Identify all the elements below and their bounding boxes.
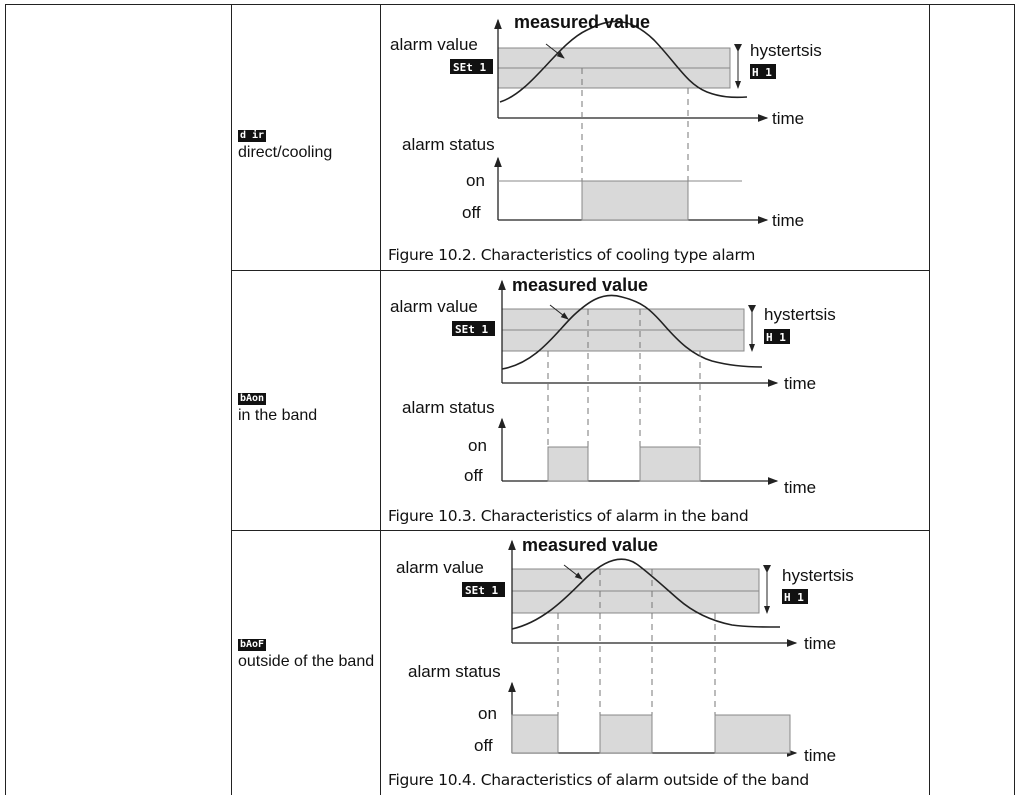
alarm-status-label: alarm status	[402, 398, 495, 417]
lcd-set1: SEt 1	[453, 61, 486, 74]
lcd-h1-bg	[750, 64, 776, 79]
lcd-set1-bg	[462, 582, 505, 597]
row-divider-2	[231, 530, 930, 531]
time-label-top: time	[784, 374, 816, 393]
time-label-bottom: time	[772, 211, 804, 230]
pointer-arrow	[545, 43, 565, 59]
alarm-on-pulse-1	[547, 446, 589, 482]
off-label: off	[464, 466, 483, 485]
lcd-h1: H 1	[766, 331, 786, 344]
lcd-set1: SEt 1	[465, 584, 498, 597]
on-label: on	[468, 436, 487, 455]
mode-label-outside-band: outside of the band	[238, 653, 375, 670]
time-label-top: time	[772, 109, 804, 128]
table-border-left	[5, 4, 6, 795]
title-measured-value: measured value	[514, 12, 650, 32]
caption-figure-10-4: Figure 10.4. Characteristics of alarm ou…	[388, 771, 809, 789]
alarm-status-label: alarm status	[408, 662, 501, 681]
lcd-h1: H 1	[752, 66, 772, 79]
on-label: on	[478, 704, 497, 723]
alarm-on-pulse-3	[714, 714, 791, 754]
pointer-arrow	[549, 304, 569, 320]
measured-value-curve	[511, 558, 781, 630]
table-column-divider-1	[231, 4, 232, 795]
time-label-bottom: time	[804, 746, 836, 765]
on-label: on	[466, 171, 485, 190]
row-label-direct: d ir direct/cooling	[238, 124, 332, 162]
title-measured-value: measured value	[522, 535, 658, 555]
figure-outside-band-alarm: measured value alarm value SEt 1 hystert…	[382, 531, 928, 771]
lcd-h1-bg	[764, 329, 790, 344]
pointer-arrow	[563, 564, 583, 580]
lcd-set1: SEt 1	[455, 323, 488, 336]
alarm-value-label: alarm value	[390, 297, 478, 316]
alarm-on-pulse	[581, 180, 689, 221]
lcd-h1-bg	[782, 589, 808, 604]
lcd-code-baon: bAon	[238, 393, 267, 405]
mode-label-in-band: in the band	[238, 407, 318, 424]
alarm-on-pulse-2	[599, 714, 653, 754]
hysteresis-label: hystertsis	[750, 41, 822, 60]
figure-in-band-alarm: measured value alarm value SEt 1 hystert…	[382, 271, 928, 497]
figure-cooling-svg: measured value alarm value SEt 1 hystert…	[390, 12, 822, 230]
alarm-on-pulse-1	[511, 714, 559, 754]
title-measured-value: measured value	[512, 275, 648, 295]
figure-in-band-svg: measured value alarm value SEt 1 hystert…	[390, 275, 836, 497]
table-column-divider-3	[929, 4, 930, 795]
off-label: off	[462, 203, 481, 222]
lcd-h1: H 1	[784, 591, 804, 604]
table-column-divider-2	[380, 4, 381, 795]
lcd-code-dir: d ir	[238, 130, 267, 142]
caption-figure-10-2: Figure 10.2. Characteristics of cooling …	[388, 246, 756, 264]
table-border-top	[5, 4, 1015, 5]
time-label-top: time	[804, 634, 836, 653]
figure-outside-band-svg: measured value alarm value SEt 1 hystert…	[396, 535, 854, 765]
hysteresis-label: hystertsis	[764, 305, 836, 324]
lcd-code-baof: bAoF	[238, 639, 267, 651]
row-label-in-band: bAon in the band	[238, 387, 317, 425]
mode-label-direct: direct/cooling	[238, 144, 333, 161]
measured-value-curve	[501, 294, 763, 370]
figure-cooling-alarm: measured value alarm value SEt 1 hystert…	[382, 4, 928, 244]
row-divider-1	[231, 270, 930, 271]
measured-value-curve	[499, 20, 748, 103]
row-label-outside-band: bAoF outside of the band	[238, 633, 378, 671]
caption-figure-10-3: Figure 10.3. Characteristics of alarm in…	[388, 507, 749, 525]
lcd-set1-bg	[452, 321, 495, 336]
hysteresis-label: hystertsis	[782, 566, 854, 585]
off-label: off	[474, 736, 493, 755]
alarm-status-label: alarm status	[402, 135, 495, 154]
alarm-on-pulse-2	[639, 446, 701, 482]
alarm-value-label: alarm value	[396, 558, 484, 577]
lcd-set1-bg	[450, 59, 493, 74]
time-label-bottom: time	[784, 478, 816, 497]
table-border-right	[1014, 4, 1015, 795]
alarm-value-label: alarm value	[390, 35, 478, 54]
